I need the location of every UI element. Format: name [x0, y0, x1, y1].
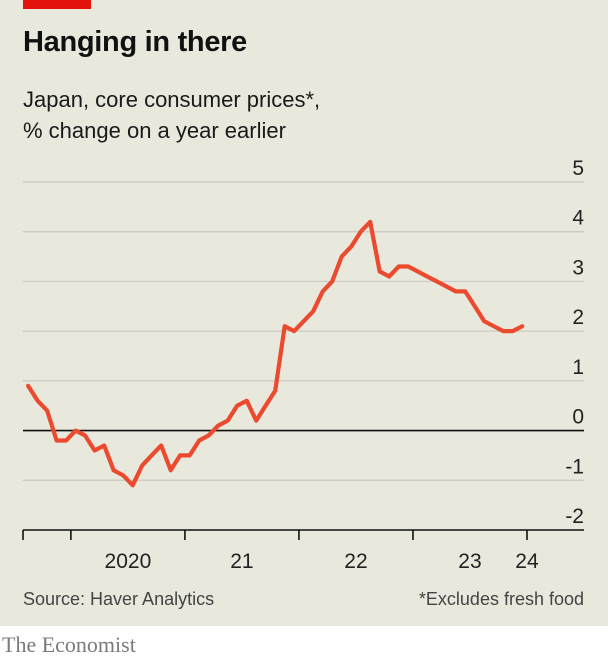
x-tick-label: 2020: [105, 550, 152, 573]
subtitle-line-1: Japan, core consumer prices*,: [23, 87, 321, 112]
subtitle-line-2: % change on a year earlier: [23, 118, 286, 143]
y-tick-label: 3: [572, 256, 584, 279]
gridlines: [23, 181, 584, 481]
x-tick-label: 24: [515, 550, 539, 573]
source-note: Source: Haver Analytics: [23, 589, 215, 609]
y-tick-label: -2: [565, 505, 584, 528]
y-tick-label: 0: [572, 406, 584, 429]
y-tick-label: 1: [572, 356, 584, 379]
y-tick-label: -1: [565, 455, 584, 478]
y-axis-labels: 5 4 3 2 1 0 -1 -2: [565, 157, 584, 528]
economist-logo-text: The Economist: [2, 632, 136, 657]
series-line-core-cpi: [26, 219, 525, 488]
y-tick-label: 5: [572, 157, 584, 180]
chart-title: Hanging in there: [23, 26, 247, 58]
series-layer: [26, 219, 525, 488]
chart-card: Hanging in there Japan, core consumer pr…: [0, 0, 608, 626]
x-tick-label: 22: [344, 550, 367, 573]
x-tick-label: 23: [458, 550, 481, 573]
x-axis: 2020 21 22 23 24: [22, 529, 584, 573]
y-tick-label: 4: [572, 207, 584, 230]
footnote: *Excludes fresh food: [418, 589, 584, 609]
chart-subtitle: Japan, core consumer prices*, % change o…: [23, 84, 320, 146]
brand-red-tag: [23, 0, 91, 9]
x-tick-label: 21: [230, 550, 253, 573]
y-tick-label: 2: [572, 306, 584, 329]
